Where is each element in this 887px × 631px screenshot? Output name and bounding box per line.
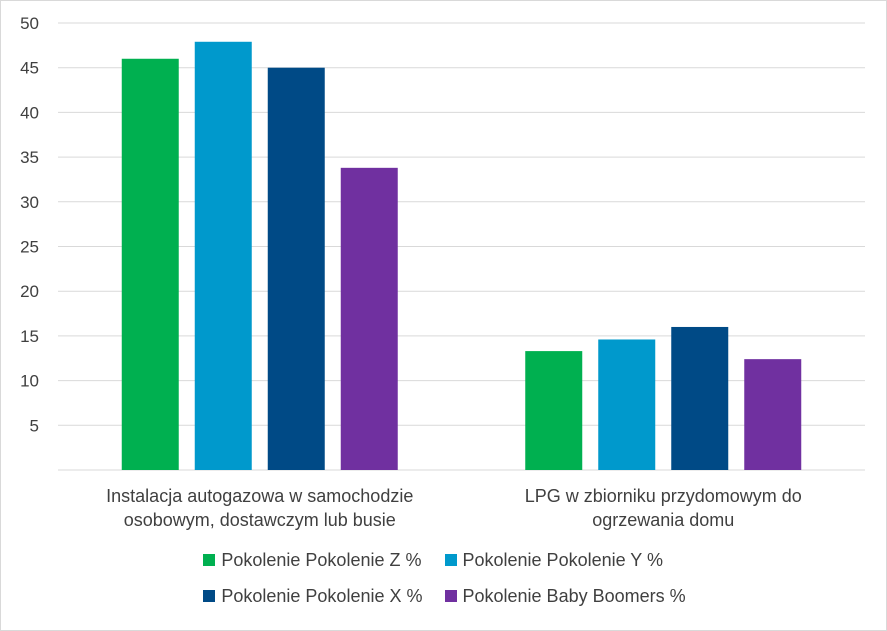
legend-swatch	[203, 554, 216, 566]
y-tick-label: 45	[20, 59, 39, 78]
legend-swatch	[444, 554, 457, 566]
y-tick-label: 25	[20, 238, 39, 257]
legend-item: Pokolenie Pokolenie Z %	[203, 549, 422, 571]
bar	[194, 41, 252, 471]
bar-chart: 5 10 15 20 25 30 35 40 45 50 Instalacja autogazowa…	[20, 14, 865, 530]
legend-label: Pokolenie Pokolenie Y %	[462, 549, 663, 570]
bar	[671, 326, 729, 470]
y-tick-label: 30	[20, 193, 39, 212]
y-tick-label: 20	[20, 282, 39, 301]
legend-item: Pokolenie Pokolenie X %	[203, 585, 423, 607]
x-tick-label: LPG w zbiorniku przydomowym do	[525, 486, 802, 506]
legend-swatch	[203, 590, 216, 602]
y-tick-label: 5	[30, 416, 39, 435]
y-tick-label: 10	[20, 372, 39, 391]
bar	[340, 167, 398, 470]
y-tick-label: 15	[20, 327, 39, 346]
chart-legend: Pokolenie Pokolenie Z % Pokolenie Pokolen…	[1, 549, 887, 607]
legend-item: Pokolenie Baby Boomers %	[444, 585, 686, 607]
bar	[744, 359, 802, 470]
bar	[121, 58, 179, 470]
legend-label: Pokolenie Baby Boomers %	[462, 585, 686, 606]
legend-label: Pokolenie Pokolenie X %	[221, 585, 423, 606]
bar	[267, 67, 325, 470]
bar	[525, 351, 583, 470]
x-tick-label: Instalacja autogazowa w samochodzie	[106, 486, 413, 506]
x-tick-label: osobowym, dostawczym lub busie	[124, 510, 396, 530]
x-tick-label: ogrzewania domu	[592, 510, 734, 530]
y-tick-label: 50	[20, 14, 39, 33]
bar	[598, 339, 656, 470]
legend-item: Pokolenie Pokolenie Y %	[444, 549, 686, 571]
y-tick-label: 40	[20, 103, 39, 122]
legend-label: Pokolenie Pokolenie Z %	[221, 549, 422, 570]
legend-swatch	[444, 590, 457, 602]
y-tick-label: 35	[20, 148, 39, 167]
